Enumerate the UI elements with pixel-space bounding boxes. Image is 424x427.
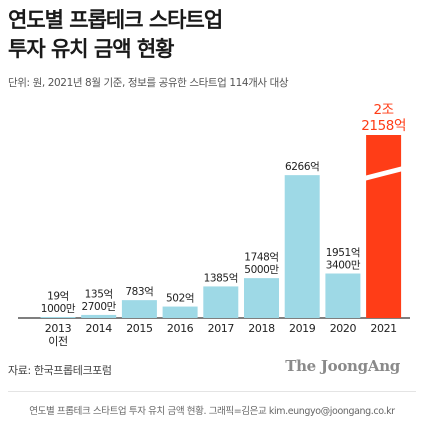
category-label-8: 2021 (370, 322, 396, 335)
chart-title-line2: 투자 유치 금액 현황 (8, 37, 174, 61)
category-label-2: 2015 (126, 322, 153, 335)
bar-7 (325, 273, 361, 318)
bar-8 (366, 135, 402, 318)
source-note: 자료: 한국프롭테크포럼 (8, 364, 112, 377)
bar-1 (81, 314, 117, 318)
category-label-1: 2014 (85, 322, 112, 335)
chart-title-line1: 연도별 프롭테크 스타트업 (8, 8, 223, 32)
category-label-5: 2018 (248, 322, 275, 335)
data-label-2: 783억 (125, 286, 153, 298)
data-label-8: 2조 2158억 (361, 102, 406, 134)
category-label-3: 2016 (167, 322, 194, 335)
bar-5 (244, 278, 279, 318)
data-label-4: 1385억 (204, 272, 238, 284)
category-label-4: 2017 (208, 322, 235, 335)
footer-divider (8, 391, 416, 392)
data-label-6: 6266억 (285, 161, 319, 173)
category-label-0: 2013 이전 (45, 322, 72, 348)
bar-3 (162, 306, 198, 318)
axis-break-mark (364, 166, 404, 181)
data-label-7: 1951억 3400만 (326, 247, 361, 272)
brand-logo: The JoongAng (285, 357, 400, 375)
data-label-1: 135억 2700만 (82, 288, 117, 313)
chart-subtitle: 단위: 원, 2021년 8월 기준, 정보를 공유한 스타트업 114개사 대… (8, 77, 289, 89)
bar-4 (203, 286, 239, 318)
bar-0 (40, 317, 76, 318)
bar-2 (121, 300, 157, 318)
data-label-3: 502억 (166, 293, 194, 305)
data-label-5: 1748억 5000만 (244, 252, 279, 277)
category-label-7: 2020 (330, 322, 357, 335)
bar-6 (284, 175, 320, 318)
graphic-credit: 연도별 프롭테크 스타트업 투자 유치 금액 현황. 그래픽=김은교 kim.e… (29, 406, 395, 417)
data-label-0: 19억 1000만 (41, 291, 76, 316)
category-label-6: 2019 (289, 322, 316, 335)
